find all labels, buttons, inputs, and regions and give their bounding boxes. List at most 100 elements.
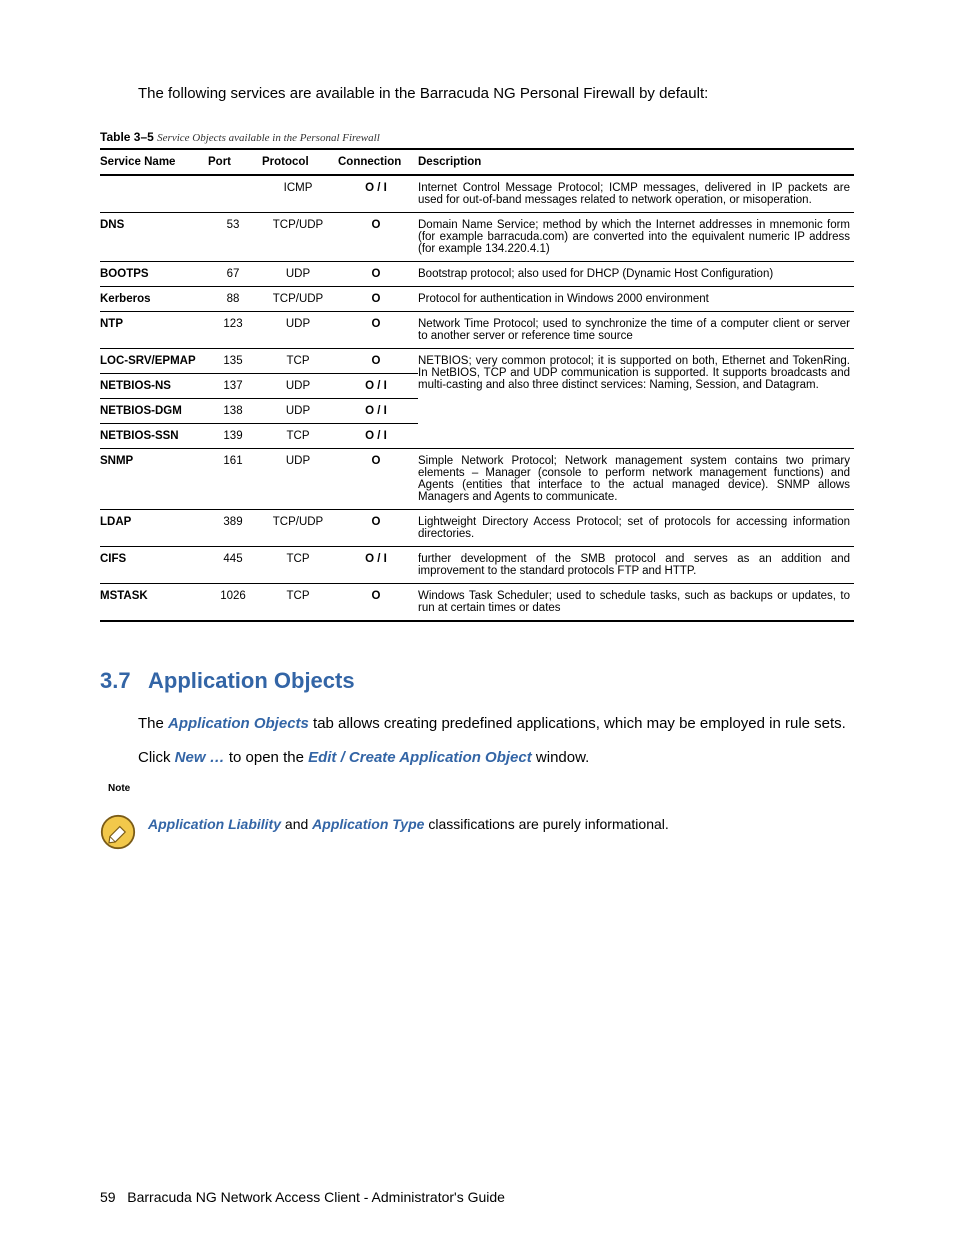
- table-row: LDAP 389 TCP/UDP O Lightweight Directory…: [100, 510, 854, 547]
- cell-proto: TCP: [262, 547, 338, 584]
- note-label: Note: [108, 783, 854, 794]
- note-wrapper: Note Application Liability and Applicati…: [100, 783, 854, 850]
- cell-port: 67: [208, 262, 262, 287]
- cell-conn: O: [338, 349, 418, 374]
- cell-desc: Simple Network Protocol; Network managem…: [418, 449, 854, 510]
- inline-link[interactable]: Application Type: [312, 816, 424, 832]
- cell-port: 135: [208, 349, 262, 374]
- cell-port: 123: [208, 312, 262, 349]
- cell-port: 137: [208, 374, 262, 399]
- page-number: 59: [100, 1189, 116, 1205]
- cell-conn: O: [338, 262, 418, 287]
- cell-name: MSTASK: [100, 584, 208, 622]
- inline-link[interactable]: Edit / Create Application Object: [308, 749, 532, 766]
- cell-port: 389: [208, 510, 262, 547]
- cell-name: DNS: [100, 213, 208, 262]
- note-block: Application Liability and Application Ty…: [100, 814, 854, 850]
- inline-link[interactable]: Application Liability: [148, 816, 281, 832]
- intro-text: The following services are available in …: [138, 85, 854, 102]
- page-footer: 59 Barracuda NG Network Access Client - …: [100, 1189, 505, 1205]
- cell-desc: further development of the SMB protocol …: [418, 547, 854, 584]
- cell-proto: UDP: [262, 399, 338, 424]
- cell-name: Kerberos: [100, 287, 208, 312]
- section-heading: 3.7Application Objects: [100, 668, 854, 694]
- cell-conn: O: [338, 510, 418, 547]
- cell-conn: O / I: [338, 374, 418, 399]
- th-desc: Description: [418, 149, 854, 175]
- table-row: CIFS 445 TCP O / I further development o…: [100, 547, 854, 584]
- table-row: MSTASK 1026 TCP O Windows Task Scheduler…: [100, 584, 854, 622]
- cell-name: NETBIOS-DGM: [100, 399, 208, 424]
- cell-desc: Bootstrap protocol; also used for DHCP (…: [418, 262, 854, 287]
- table-row: SNMP 161 UDP O Simple Network Protocol; …: [100, 449, 854, 510]
- cell-name: SNMP: [100, 449, 208, 510]
- table-row: BOOTPS 67 UDP O Bootstrap protocol; also…: [100, 262, 854, 287]
- cell-port: 445: [208, 547, 262, 584]
- cell-proto: TCP: [262, 424, 338, 449]
- table-header-row: Service Name Port Protocol Connection De…: [100, 149, 854, 175]
- table-caption: Table 3–5 Service Objects available in t…: [100, 130, 854, 144]
- table-row: DNS 53 TCP/UDP O Domain Name Service; me…: [100, 213, 854, 262]
- cell-proto: TCP/UDP: [262, 213, 338, 262]
- text: and: [281, 816, 312, 832]
- cell-name: LDAP: [100, 510, 208, 547]
- cell-conn: O: [338, 449, 418, 510]
- text: classifications are purely informational…: [424, 816, 668, 832]
- cell-desc: Windows Task Scheduler; used to schedule…: [418, 584, 854, 622]
- cell-conn: O / I: [338, 547, 418, 584]
- cell-name: NETBIOS-NS: [100, 374, 208, 399]
- cell-conn: O: [338, 287, 418, 312]
- th-port: Port: [208, 149, 262, 175]
- footer-title: Barracuda NG Network Access Client - Adm…: [127, 1189, 505, 1205]
- cell-proto: UDP: [262, 262, 338, 287]
- cell-port: [208, 175, 262, 213]
- table-row: NTP 123 UDP O Network Time Protocol; use…: [100, 312, 854, 349]
- cell-proto: TCP: [262, 349, 338, 374]
- note-text: Application Liability and Application Ty…: [148, 814, 669, 832]
- cell-port: 1026: [208, 584, 262, 622]
- services-table: Service Name Port Protocol Connection De…: [100, 148, 854, 622]
- text: window.: [532, 749, 590, 766]
- cell-port: 88: [208, 287, 262, 312]
- cell-conn: O / I: [338, 175, 418, 213]
- cell-conn: O / I: [338, 424, 418, 449]
- text: Click: [138, 749, 175, 766]
- cell-proto: UDP: [262, 312, 338, 349]
- cell-desc: Internet Control Message Protocol; ICMP …: [418, 175, 854, 213]
- cell-desc: Protocol for authentication in Windows 2…: [418, 287, 854, 312]
- paragraph: Click New … to open the Edit / Create Ap…: [138, 748, 854, 768]
- text: to open the: [225, 749, 308, 766]
- cell-name: [100, 175, 208, 213]
- section-title: Application Objects: [148, 668, 355, 693]
- inline-link[interactable]: Application Objects: [168, 715, 309, 732]
- th-proto: Protocol: [262, 149, 338, 175]
- cell-conn: O: [338, 213, 418, 262]
- cell-conn: O: [338, 584, 418, 622]
- inline-link[interactable]: New …: [175, 749, 225, 766]
- text: The: [138, 715, 168, 732]
- cell-port: 161: [208, 449, 262, 510]
- text: tab allows creating predefined applicati…: [309, 715, 846, 732]
- table-row: Kerberos 88 TCP/UDP O Protocol for authe…: [100, 287, 854, 312]
- table-caption-italic: Service Objects available in the Persona…: [157, 132, 380, 144]
- document-page: The following services are available in …: [0, 0, 954, 1235]
- cell-proto: TCP/UDP: [262, 287, 338, 312]
- cell-desc: Domain Name Service; method by which the…: [418, 213, 854, 262]
- table-caption-bold: Table 3–5: [100, 130, 154, 144]
- cell-desc: Lightweight Directory Access Protocol; s…: [418, 510, 854, 547]
- th-conn: Connection: [338, 149, 418, 175]
- cell-name: BOOTPS: [100, 262, 208, 287]
- table-row: ICMP O / I Internet Control Message Prot…: [100, 175, 854, 213]
- th-name: Service Name: [100, 149, 208, 175]
- cell-proto: TCP: [262, 584, 338, 622]
- cell-conn: O: [338, 312, 418, 349]
- note-icon: [100, 814, 136, 850]
- cell-desc: NETBIOS; very common protocol; it is sup…: [418, 349, 854, 449]
- cell-port: 53: [208, 213, 262, 262]
- cell-port: 138: [208, 399, 262, 424]
- cell-proto: UDP: [262, 449, 338, 510]
- paragraph: The Application Objects tab allows creat…: [138, 714, 854, 734]
- cell-desc: Network Time Protocol; used to synchroni…: [418, 312, 854, 349]
- cell-name: NTP: [100, 312, 208, 349]
- cell-proto: UDP: [262, 374, 338, 399]
